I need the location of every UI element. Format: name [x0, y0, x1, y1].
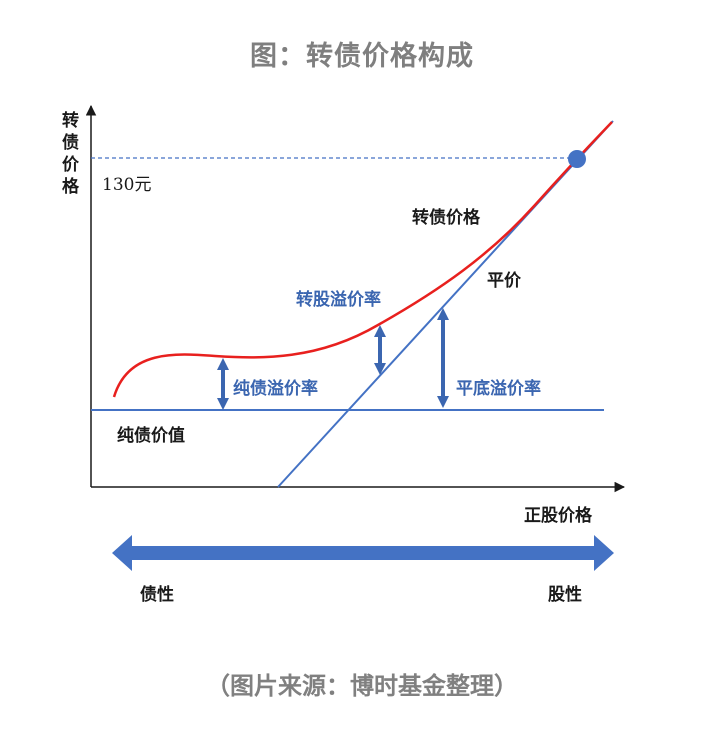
conversion-premium-arrow [374, 325, 386, 375]
y-axis-label-char-3: 价 [62, 155, 80, 175]
reference-level-label: 130元 [102, 175, 151, 195]
parity-premium-label: 平底溢价率 [456, 378, 541, 399]
convertible-price-curve [112, 121, 613, 398]
bond-floor-label: 纯债价值 [117, 425, 185, 446]
parity-premium-arrow [437, 308, 449, 408]
figure-title: 图：转债价格构成 [250, 41, 474, 72]
source-caption: （图片来源：博时基金整理） [206, 672, 518, 700]
bond-equity-spectrum-arrow [112, 535, 614, 571]
bond-premium-arrow [217, 358, 229, 410]
intersection-marker [568, 150, 586, 168]
x-axis-label: 正股价格 [524, 505, 593, 526]
y-axis-label: 转 债 价 格 [62, 110, 80, 197]
curve-label: 转债价格 [412, 207, 481, 228]
equity-nature-label: 股性 [548, 584, 582, 605]
y-axis-label-char-1: 转 [62, 110, 79, 131]
bond-nature-label: 债性 [140, 584, 174, 605]
bond-premium-label: 纯债溢价率 [233, 378, 318, 399]
y-axis-label-char-2: 债 [62, 132, 79, 153]
parity-label: 平价 [487, 271, 522, 291]
y-axis-label-char-4: 格 [62, 176, 80, 197]
conversion-premium-label: 转股溢价率 [296, 289, 381, 310]
